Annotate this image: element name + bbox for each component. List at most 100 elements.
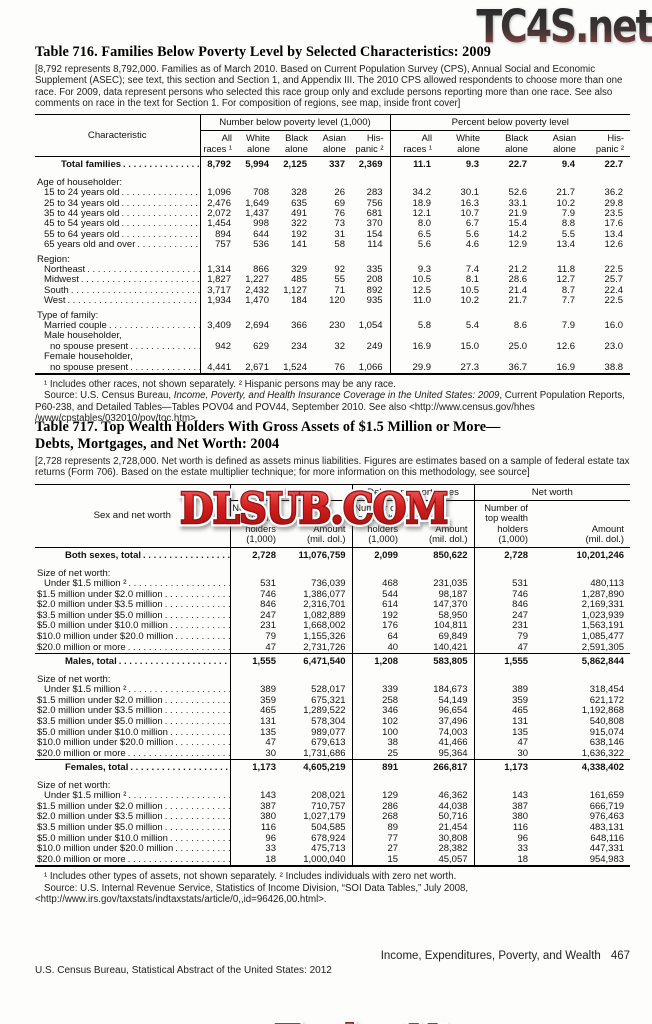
cell-value: 96: [265, 832, 276, 844]
cell-value: 33.1: [508, 197, 528, 209]
cell-value: 10.5: [412, 274, 432, 286]
table-row: no spouse present. . . . . . . . . . . .…: [35, 340, 630, 353]
cell-value: [438, 251, 486, 265]
column-header-all-races: All races ¹: [403, 132, 433, 154]
row-label: Female householder,: [35, 352, 201, 363]
cell-value: 483,131: [589, 822, 625, 834]
column-group-net-worth: Net worth: [474, 484, 631, 501]
table-716-header: Characteristic Number below poverty leve…: [35, 114, 631, 157]
cell-value: [390, 307, 438, 321]
cell-value: 7.9: [561, 208, 576, 219]
cell-value: 161,659: [589, 790, 625, 802]
footnote-line: ¹ Includes other races, not shown separa…: [44, 379, 396, 391]
cell-value: 38.8: [604, 361, 624, 373]
table-row: $2.0 million under $3.5 million. . . . .…: [35, 812, 630, 824]
cell-value: 9.4: [561, 159, 576, 171]
cell-value: 92: [334, 264, 345, 276]
cell-value: 1,827: [207, 274, 231, 286]
cell-value: [200, 174, 238, 188]
dot-leader: . . . . . . . . . . . . . . . . . . . . …: [164, 823, 229, 834]
column-group-number-below-poverty: Number below poverty level (1,000): [200, 114, 391, 132]
cell-value: 33: [517, 843, 529, 855]
cell-value: 38: [387, 737, 399, 749]
cell-value: 79: [265, 630, 276, 642]
cell-value: 1,227: [245, 274, 269, 286]
cell-value: 1,173: [474, 759, 535, 777]
row-label: $20.0 million or more. . . . . . . . . .…: [35, 854, 231, 867]
cell-value: 389: [260, 684, 276, 696]
cell-value: 1,563,191: [581, 620, 625, 632]
cell-value: 30,808: [404, 833, 475, 845]
cell-value: 96,654: [404, 706, 475, 717]
table-row: $1.5 million under $2.0 million. . . . .…: [35, 588, 630, 601]
cell-value: 77: [387, 832, 399, 844]
dot-leader: . . . . . . . . . . . . . . . . . . . . …: [121, 198, 199, 209]
column-header-amount: Amount (mil. dol.): [585, 522, 625, 545]
cell-value: [276, 174, 314, 188]
cell-value: 746: [260, 588, 276, 600]
cell-value: 192: [291, 228, 307, 240]
table-row: Married couple. . . . . . . . . . . . . …: [35, 320, 630, 332]
row-label: Age of householder:: [35, 173, 201, 189]
table-row: Northeast. . . . . . . . . . . . . . . .…: [35, 264, 630, 276]
cell-value: 5.4: [465, 320, 480, 332]
row-label: no spouse present. . . . . . . . . . . .…: [35, 341, 201, 353]
cell-value: 504,585: [282, 822, 353, 834]
row-label: $3.5 million under $5.0 million. . . . .…: [35, 716, 231, 728]
dot-leader: . . . . . . . . . . . . . . . . . . . . …: [137, 240, 199, 251]
table-717-section: Table 717. Top Wealth Holders With Gross…: [35, 419, 631, 906]
cell-value: 1,054: [352, 320, 391, 332]
cell-value: [230, 671, 282, 685]
cell-value: 131: [512, 715, 529, 727]
source-line: Source: U.S. Internal Revenue Service, S…: [35, 882, 469, 906]
cell-value: 337: [329, 159, 345, 171]
cell-value: 8,792: [207, 159, 231, 171]
running-head: Income, Expenditures, Poverty, and Wealt…: [381, 950, 630, 962]
cell-value: [534, 251, 582, 265]
column-header-characteristic: Characteristic: [35, 114, 201, 157]
cell-value: 258: [382, 694, 399, 706]
column-header-amount: Amount (mil. dol.): [282, 500, 353, 548]
table-row: South. . . . . . . . . . . . . . . . . .…: [35, 285, 630, 297]
cell-value: 25.7: [604, 274, 624, 286]
row-label: Type of family:: [35, 306, 201, 322]
cell-value: 8.1: [465, 274, 480, 286]
cell-value: 1,668,002: [282, 621, 353, 632]
cell-value: 468: [382, 577, 399, 589]
cell-value: 192: [382, 609, 399, 621]
cell-value: 679,613: [282, 737, 353, 749]
cell-value: 32: [334, 340, 345, 352]
cell-value: 55: [334, 274, 345, 286]
row-label: Females, total. . . . . . . . . . . . . …: [35, 759, 231, 777]
cell-value: [352, 352, 391, 363]
table-716: Characteristic Number below poverty leve…: [35, 114, 631, 376]
dot-leader: . . . . . . . . . . . . . . . . . . . . …: [87, 265, 199, 276]
cell-value: 25.0: [508, 340, 528, 352]
cell-value: 528,017: [282, 685, 353, 696]
cell-value: 1,386,077: [282, 589, 353, 601]
cell-value: 131: [260, 715, 276, 727]
cell-value: [314, 174, 352, 188]
cell-value: [534, 307, 582, 321]
column-header-black-alone: Black alone: [505, 132, 529, 154]
table-716-title: Table 716. Families Below Poverty Level …: [35, 44, 491, 60]
cell-value: 11,076,759: [282, 547, 353, 565]
table-716-body: Total families. . . . . . . . . . . . . …: [35, 156, 630, 375]
row-label: Midwest. . . . . . . . . . . . . . . . .…: [35, 275, 201, 286]
cell-value: 41,466: [404, 737, 475, 749]
cell-value: 6.7: [465, 218, 480, 230]
cell-value: [200, 251, 238, 265]
cell-value: [352, 777, 404, 791]
cell-value: [474, 671, 534, 685]
watermark-tradersxtreme: TradersXtreme.com TradersXtreme.com Trad…: [272, 1014, 634, 1024]
cell-value: 531: [512, 577, 529, 589]
dot-leader: . . . . . . . . . . . . . . . . . . . . …: [164, 812, 229, 823]
row-label: $10.0 million under $20.0 million. . . .…: [35, 631, 231, 643]
dot-leader: . . . . . . . . . . . . . . . . . . . . …: [128, 578, 229, 589]
cell-value: 28.6: [508, 274, 528, 286]
column-header-asian-alone: Asian alone: [322, 132, 346, 154]
cell-value: 120: [329, 295, 345, 307]
cell-value: 328: [291, 187, 307, 199]
cell-value: 370: [352, 218, 391, 230]
cell-value: 954,983: [589, 853, 625, 865]
